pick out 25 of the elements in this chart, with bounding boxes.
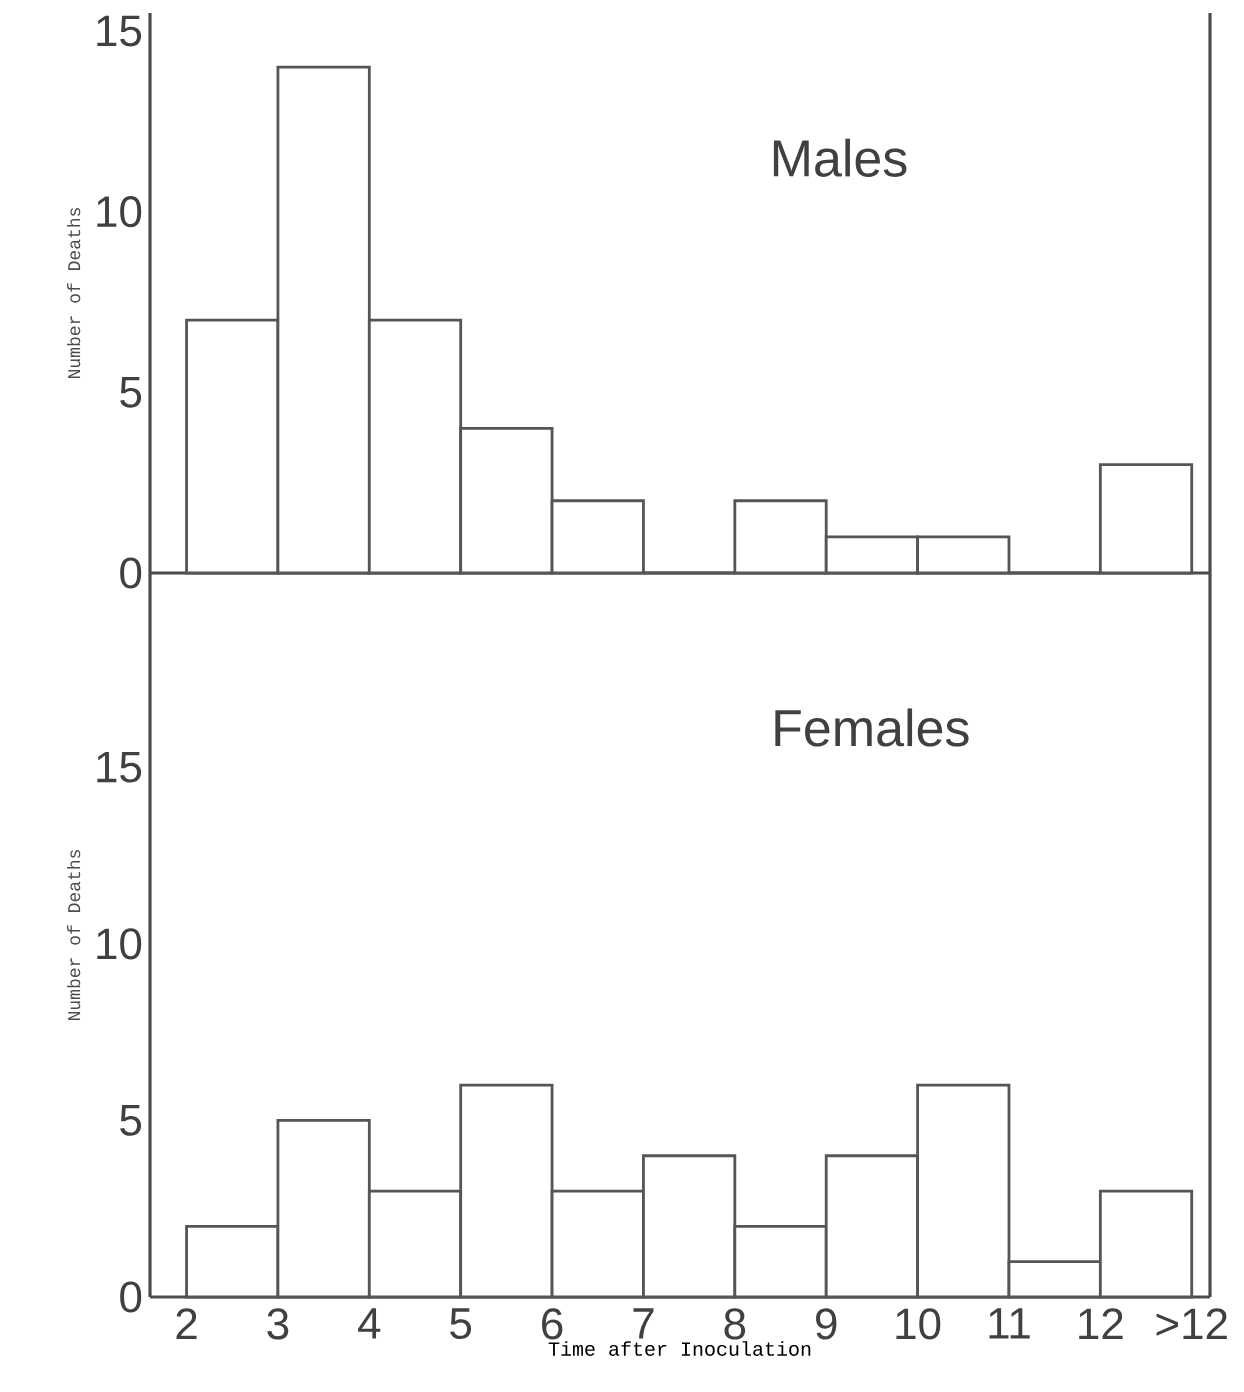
x-tick-label: 9 (816, 1308, 837, 1340)
y-tick-label: 0 (120, 1281, 142, 1313)
y-tick-label: 10 (97, 928, 142, 960)
x-tick-label: 5 (450, 1308, 472, 1340)
y-axis-title: Number of Deaths (67, 850, 81, 1020)
x-tick-label: 11 (989, 1308, 1030, 1339)
x-tick-label: 2 (176, 1308, 197, 1340)
y-tick-label: 5 (120, 377, 142, 408)
y-tick-label: 10 (97, 196, 142, 228)
x-tick-label: 12 (1079, 1308, 1123, 1340)
x-tick-label: >12 (1156, 1308, 1227, 1340)
text: Males (773, 138, 907, 177)
x-tick-label: 4 (358, 1308, 381, 1339)
y-tick-label: 0 (120, 557, 142, 589)
x-tick-label: 7 (633, 1308, 654, 1339)
y-tick-label: 5 (120, 1105, 142, 1136)
x-tick-label: 10 (896, 1308, 941, 1340)
x-axis-title: Time after Inoculation (548, 1341, 811, 1356)
y-tick-label: 15 (97, 751, 142, 783)
y-axis-title: Number of Deaths (67, 208, 81, 378)
text: Females (775, 708, 969, 747)
x-tick-label: 6 (542, 1308, 563, 1340)
x-tick-label: 8 (724, 1308, 746, 1340)
x-tick-label: 3 (267, 1308, 289, 1340)
y-tick-label: 15 (97, 15, 142, 47)
